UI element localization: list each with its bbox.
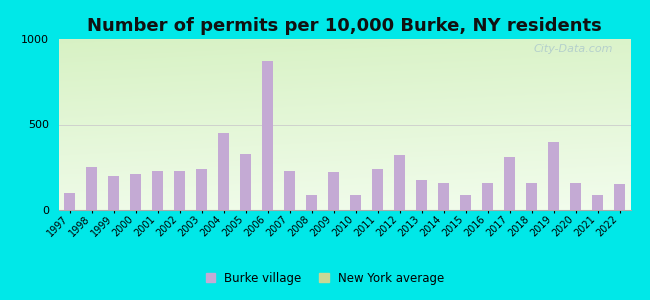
Bar: [350, 195, 361, 210]
Bar: [592, 195, 603, 210]
Text: City-Data.com: City-Data.com: [534, 44, 614, 54]
Bar: [614, 184, 625, 210]
Bar: [438, 209, 449, 210]
Bar: [306, 195, 317, 210]
Bar: [108, 176, 119, 210]
Bar: [548, 209, 559, 210]
Bar: [482, 183, 493, 210]
Bar: [262, 209, 273, 210]
Bar: [262, 61, 273, 210]
Bar: [152, 209, 163, 210]
Bar: [86, 167, 97, 210]
Bar: [438, 183, 449, 210]
Bar: [526, 209, 537, 210]
Bar: [196, 169, 207, 210]
Bar: [240, 209, 251, 210]
Bar: [614, 209, 625, 210]
Bar: [174, 171, 185, 210]
Bar: [416, 180, 427, 210]
Bar: [570, 209, 581, 210]
Bar: [218, 133, 229, 210]
Bar: [350, 209, 361, 210]
Bar: [394, 155, 405, 210]
Bar: [526, 183, 537, 210]
Bar: [372, 209, 383, 210]
Bar: [152, 171, 163, 210]
Bar: [592, 209, 603, 210]
Bar: [504, 157, 515, 210]
Bar: [130, 209, 141, 210]
Bar: [416, 209, 427, 210]
Bar: [482, 209, 493, 210]
Bar: [284, 209, 295, 210]
Bar: [64, 209, 75, 210]
Bar: [218, 209, 229, 210]
Bar: [64, 193, 75, 210]
Bar: [328, 172, 339, 210]
Bar: [372, 169, 383, 210]
Bar: [306, 209, 317, 210]
Bar: [548, 142, 559, 210]
Bar: [328, 209, 339, 210]
Bar: [504, 209, 515, 210]
Bar: [174, 209, 185, 210]
Legend: Burke village, New York average: Burke village, New York average: [202, 268, 448, 288]
Bar: [570, 183, 581, 210]
Bar: [196, 209, 207, 210]
Bar: [86, 209, 97, 210]
Bar: [108, 209, 119, 210]
Bar: [394, 209, 405, 210]
Bar: [284, 171, 295, 210]
Bar: [460, 195, 471, 210]
Title: Number of permits per 10,000 Burke, NY residents: Number of permits per 10,000 Burke, NY r…: [87, 17, 602, 35]
Bar: [240, 154, 251, 210]
Bar: [130, 174, 141, 210]
Bar: [460, 209, 471, 210]
